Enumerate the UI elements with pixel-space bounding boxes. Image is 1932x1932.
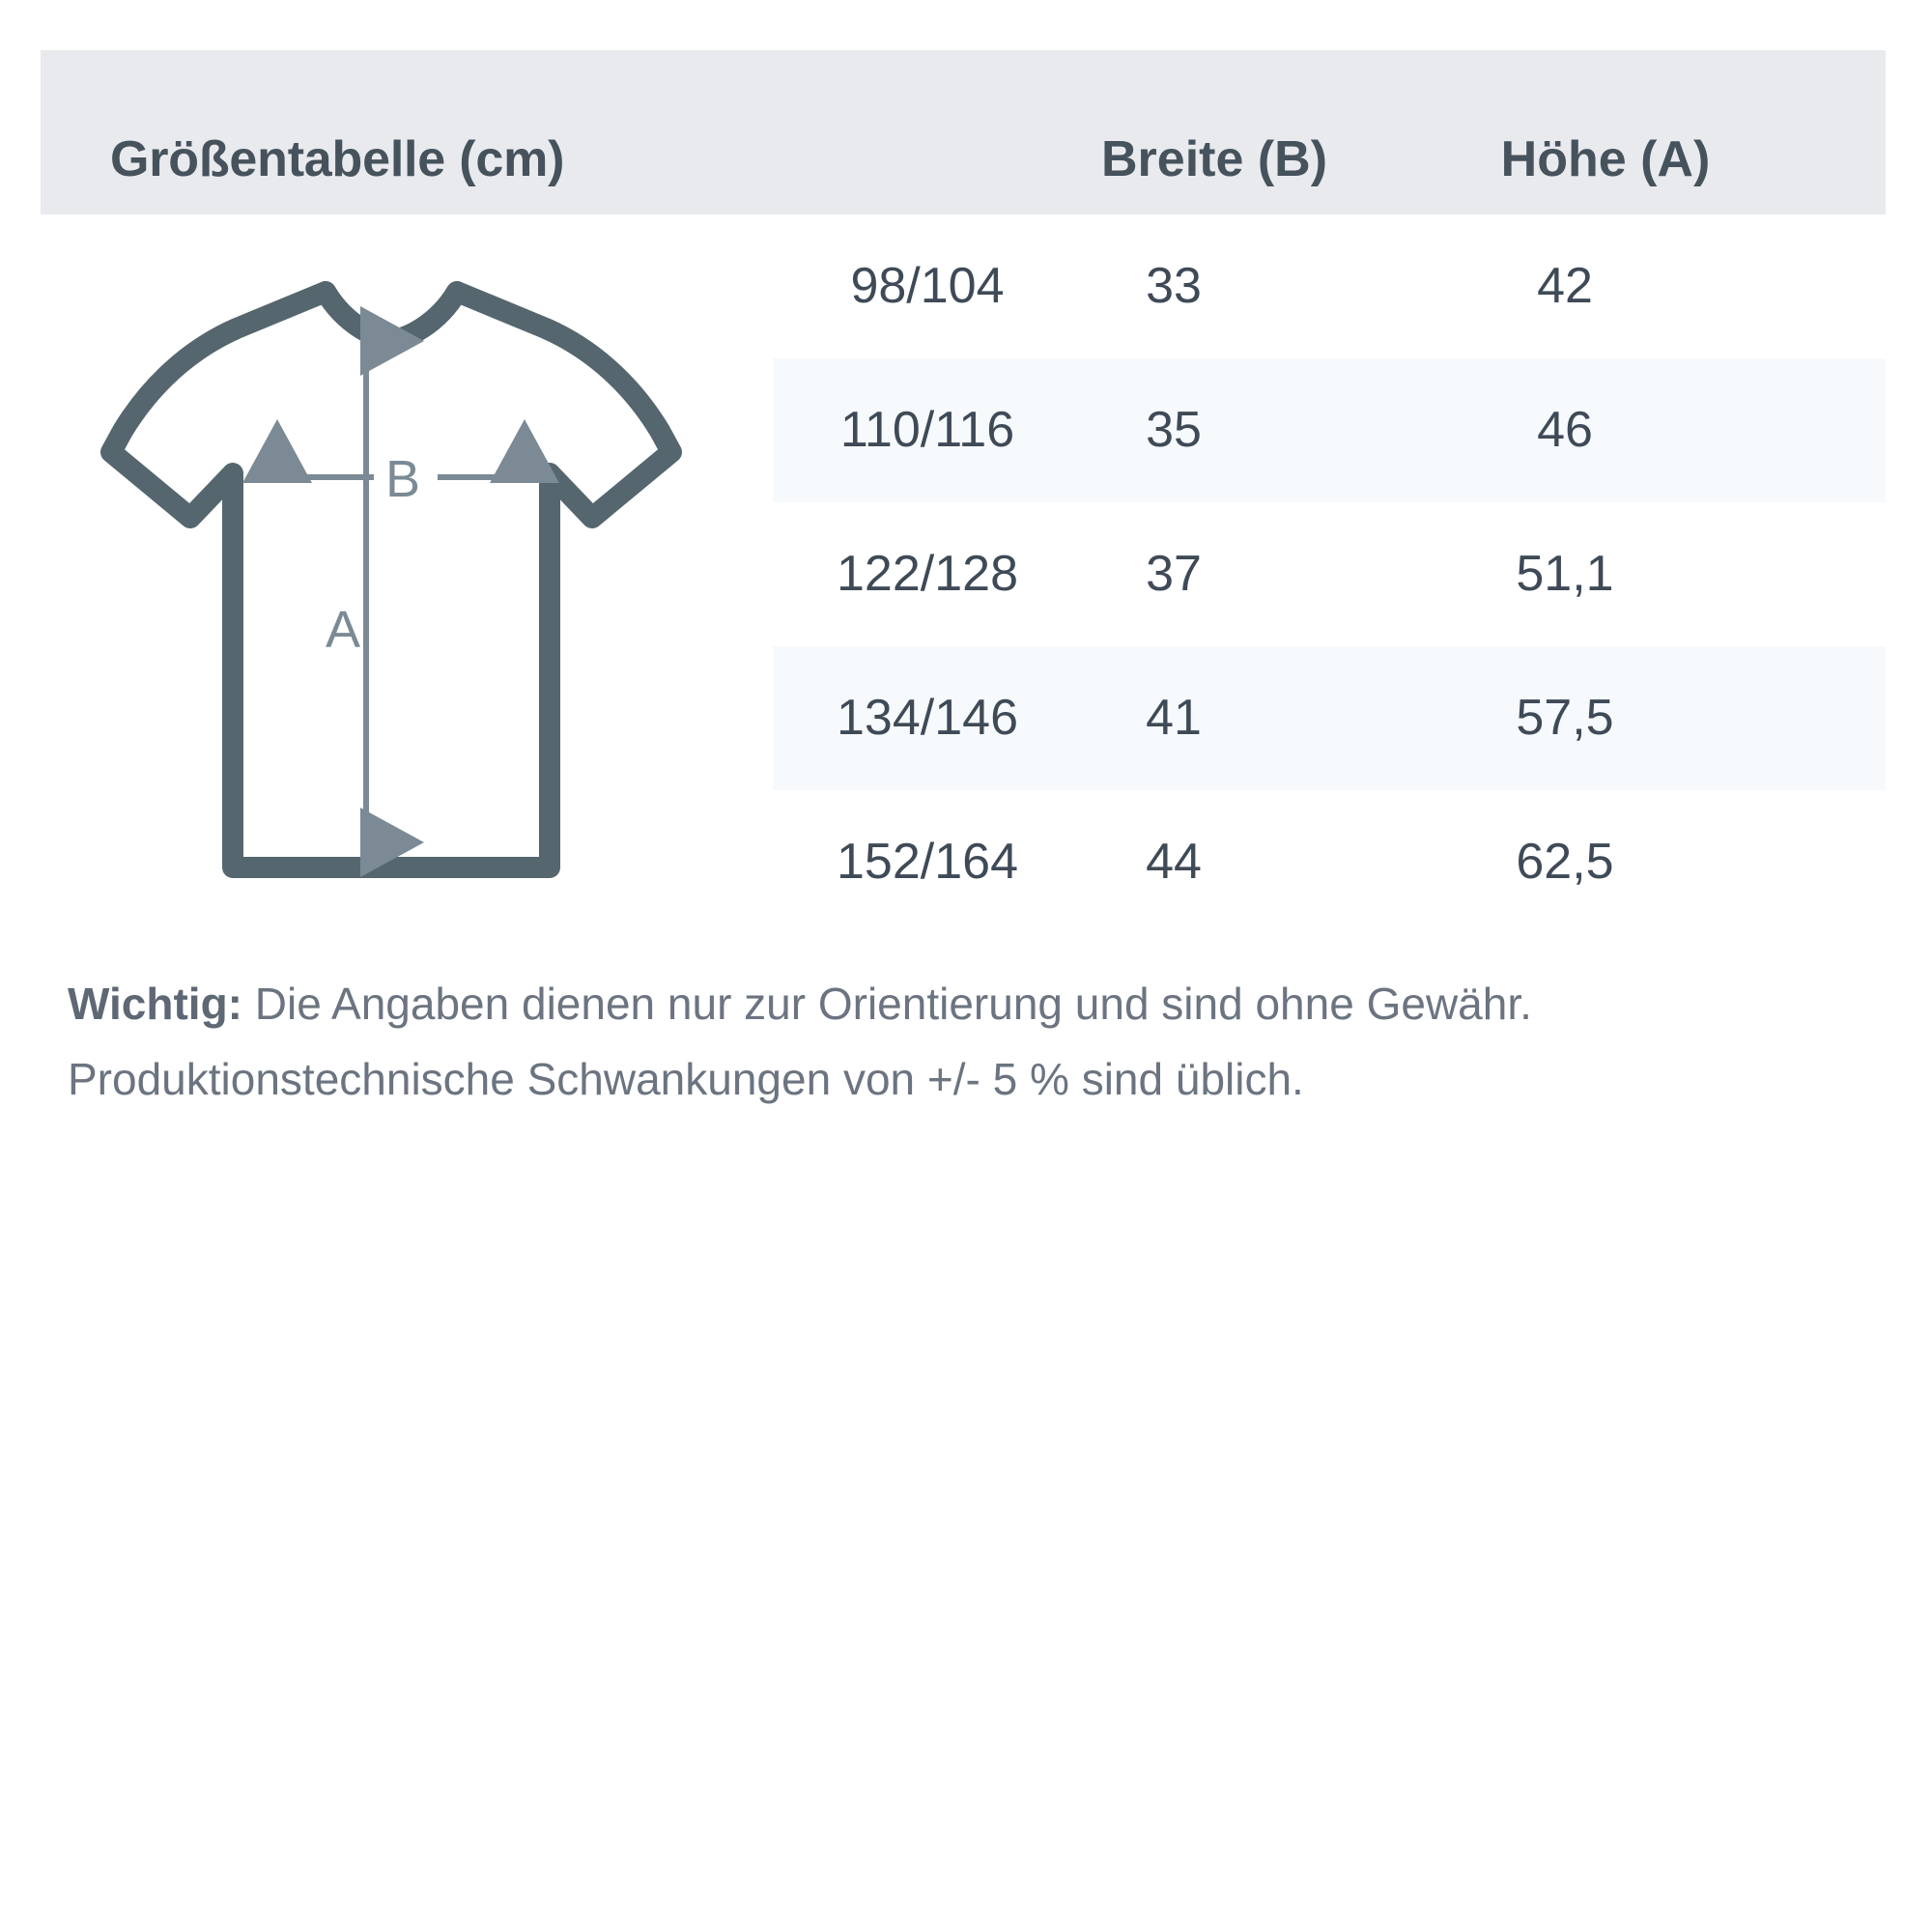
- cell-size: 152/164: [837, 834, 1018, 890]
- disclaimer-lead: Wichtig:: [68, 979, 242, 1029]
- width-label-backdrop: [374, 446, 438, 508]
- cell-height: 51,1: [1516, 546, 1614, 602]
- page-title: Größentabelle (cm): [110, 131, 565, 187]
- tshirt-diagram: A B: [92, 242, 691, 898]
- cell-size: 110/116: [839, 402, 1015, 458]
- cell-width: 33: [1146, 258, 1202, 314]
- cell-size: 98/104: [850, 258, 1005, 314]
- cell-height: 42: [1537, 258, 1593, 314]
- disclaimer-note: Wichtig: Die Angaben dienen nur zur Orie…: [68, 966, 1806, 1117]
- table-row: 122/128 37 51,1: [773, 502, 1886, 646]
- tshirt-icon: A B: [100, 281, 682, 878]
- disclaimer-line-2: Produktionstechnische Schwankungen von +…: [68, 1054, 1304, 1104]
- cell-height: 62,5: [1516, 834, 1614, 890]
- table-row: 152/164 44 62,5: [773, 790, 1886, 934]
- width-measure-label: B: [385, 450, 420, 508]
- cell-height: 46: [1537, 402, 1593, 458]
- cell-size: 134/146: [837, 690, 1018, 746]
- table-row: 134/146 41 57,5: [773, 646, 1886, 790]
- cell-size: 122/128: [837, 546, 1018, 602]
- cell-width: 44: [1146, 834, 1202, 890]
- tshirt-outline: [100, 281, 682, 878]
- cell-width: 35: [1146, 402, 1202, 458]
- cell-width: 37: [1146, 546, 1202, 602]
- height-measure-label: A: [326, 601, 360, 659]
- disclaimer-line-1: Die Angaben dienen nur zur Orientierung …: [242, 979, 1532, 1029]
- column-header-width: Breite (B): [1100, 131, 1328, 187]
- table-row: 98/104 33 42: [773, 214, 1886, 358]
- cell-height: 57,5: [1516, 690, 1614, 746]
- table-row: 110/116 35 46: [773, 358, 1886, 502]
- size-table-body: 98/104 33 42 110/116 35 46 122/128 37 51…: [773, 214, 1886, 934]
- column-header-height: Höhe (A): [1500, 131, 1711, 187]
- table-header-band: Größentabelle (cm) Breite (B) Höhe (A): [41, 50, 1886, 214]
- tshirt-collar: [315, 281, 468, 352]
- cell-width: 41: [1146, 690, 1202, 746]
